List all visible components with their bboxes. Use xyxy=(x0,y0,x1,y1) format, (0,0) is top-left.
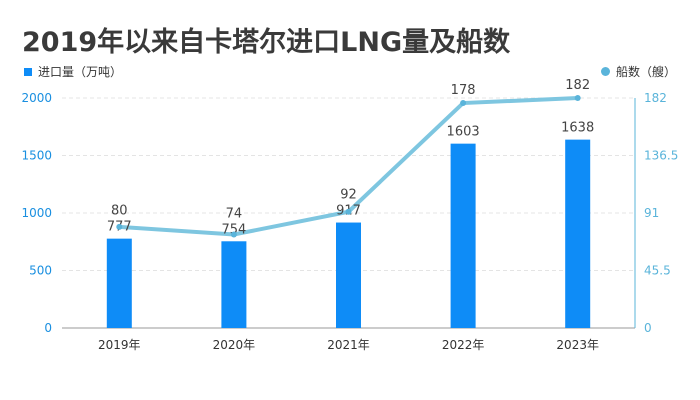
right-tick-label: 45.5 xyxy=(644,264,671,278)
legend-square-icon xyxy=(24,67,32,76)
x-tick-label: 2019年 xyxy=(98,338,141,352)
legend-line[interactable]: 船数（艘） xyxy=(600,63,676,80)
bar xyxy=(106,238,132,328)
x-tick-label: 2022年 xyxy=(442,338,485,352)
line-value-label: 182 xyxy=(565,78,590,93)
x-tick-label: 2021年 xyxy=(327,338,370,352)
right-tick-label: 136.5 xyxy=(644,149,678,163)
right-tick-label: 182 xyxy=(644,91,667,105)
legend-label: 船数（艘） xyxy=(615,65,676,79)
left-tick-label: 1000 xyxy=(21,206,52,220)
line-point xyxy=(345,208,352,215)
bar xyxy=(565,139,591,328)
line-point xyxy=(460,100,467,107)
legend-label: 进口量（万吨） xyxy=(38,65,123,79)
left-tick-label: 2000 xyxy=(21,91,52,105)
bar-value-label: 1603 xyxy=(447,125,480,140)
line-point xyxy=(230,231,237,238)
left-tick-label: 0 xyxy=(44,321,52,335)
right-tick-label: 91 xyxy=(644,206,659,220)
line-value-label: 92 xyxy=(340,188,357,203)
line-point xyxy=(116,223,123,230)
x-tick-label: 2020年 xyxy=(213,338,256,352)
bar xyxy=(336,222,361,328)
right-tick-label: 0 xyxy=(644,321,652,335)
line-value-label: 74 xyxy=(226,206,243,221)
x-tick-label: 2023年 xyxy=(556,338,599,352)
bar-value-label: 1638 xyxy=(561,121,594,136)
line-point xyxy=(574,95,581,101)
legend-bar[interactable]: 进口量（万吨） xyxy=(24,63,122,80)
bar xyxy=(221,241,247,328)
bar-value-label: 754 xyxy=(221,222,246,237)
line-value-label: 178 xyxy=(451,83,476,98)
line-value-label: 80 xyxy=(111,204,128,219)
left-tick-label: 1500 xyxy=(21,149,52,163)
left-tick-label: 500 xyxy=(29,264,52,278)
bar xyxy=(450,143,476,328)
chart-title: 2019年以来自卡塔尔进口LNG量及船数 xyxy=(22,27,511,58)
legend-dot-icon xyxy=(600,67,610,76)
